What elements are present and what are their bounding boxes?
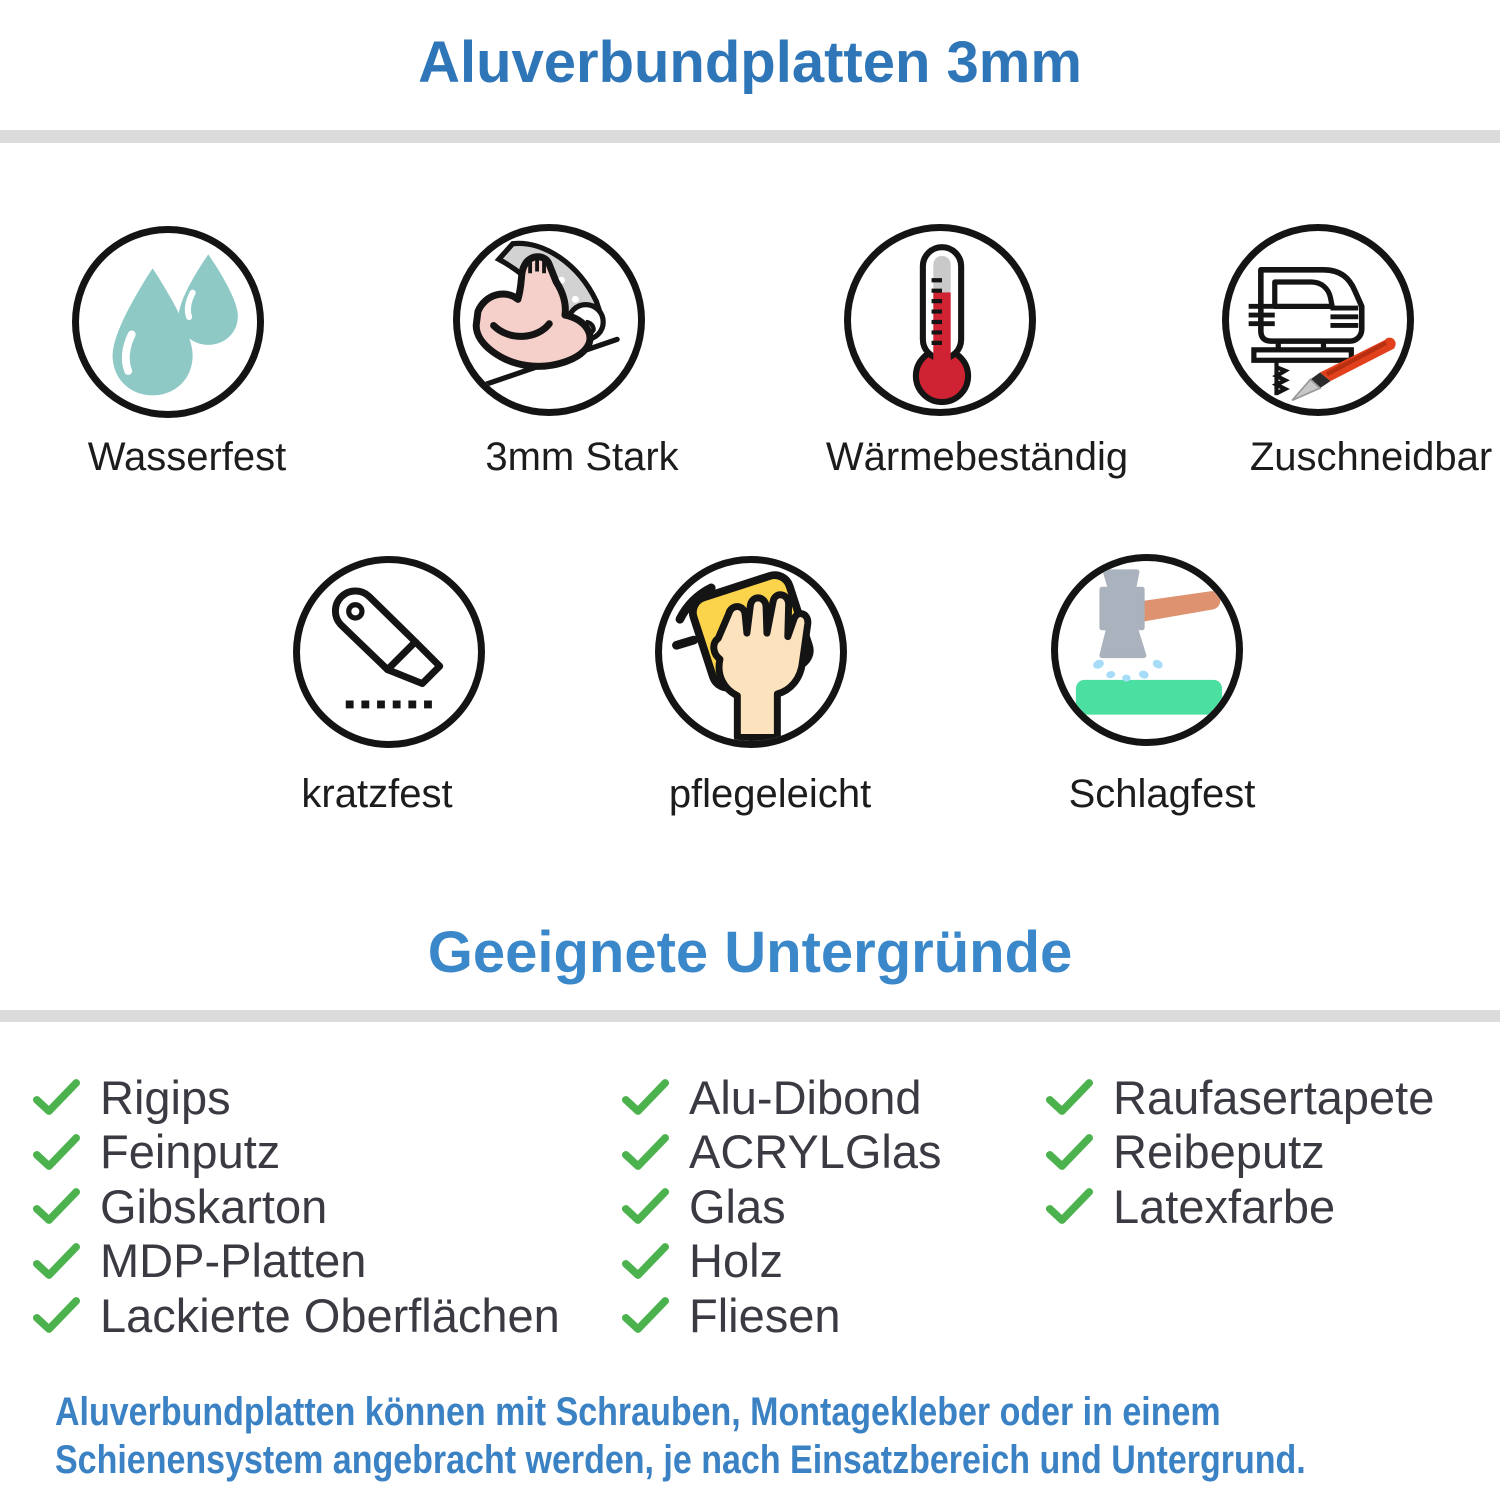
feature-label-3mm-stark: 3mm Stark bbox=[485, 435, 679, 479]
page-title: Aluverbundplatten 3mm bbox=[418, 30, 1082, 95]
substrate-item: Fliesen bbox=[622, 1288, 942, 1343]
substrate-item: Raufasertapete bbox=[1046, 1070, 1434, 1125]
hammer-icon bbox=[1051, 554, 1243, 746]
substrates-column-3: Raufasertapete Reibeputz Latexfarbe bbox=[1046, 1070, 1434, 1234]
jigsaw-icon bbox=[1222, 224, 1414, 416]
feature-label-waermebestaendig: Wärmebeständig bbox=[825, 435, 1129, 479]
substrate-label: Fliesen bbox=[689, 1288, 841, 1342]
substrate-item: MDP-Platten bbox=[33, 1234, 560, 1289]
thermometer-icon bbox=[844, 224, 1036, 416]
check-icon bbox=[622, 1133, 669, 1170]
substrate-label: Reibeputz bbox=[1113, 1125, 1325, 1179]
feature-label-schlagfest: Schlagfest bbox=[1068, 772, 1256, 816]
substrate-label: Alu-Dibond bbox=[689, 1070, 922, 1124]
substrate-label: Feinputz bbox=[100, 1125, 281, 1179]
check-icon bbox=[33, 1133, 80, 1170]
feature-label-kratzfest: kratzfest bbox=[301, 772, 453, 816]
check-icon bbox=[33, 1079, 80, 1116]
substrates-column-2: Alu-Dibond ACRYLGlas Glas Holz Fliesen bbox=[622, 1070, 942, 1343]
substrate-label: Gibskarton bbox=[100, 1179, 328, 1233]
check-icon bbox=[622, 1242, 669, 1279]
substrate-item: Reibeputz bbox=[1046, 1125, 1434, 1180]
substrate-item: Gibskarton bbox=[33, 1179, 560, 1234]
substrate-label: Glas bbox=[689, 1179, 786, 1233]
feature-label-zuschneidbar: Zuschneidbar bbox=[1249, 435, 1493, 479]
check-icon bbox=[622, 1297, 669, 1334]
footer-note: Aluverbundplatten können mit Schrauben, … bbox=[55, 1388, 1306, 1484]
check-icon bbox=[33, 1242, 80, 1279]
check-icon bbox=[622, 1079, 669, 1116]
substrate-item: Rigips bbox=[33, 1070, 560, 1125]
substrate-item: ACRYLGlas bbox=[622, 1125, 942, 1180]
substrate-label: ACRYLGlas bbox=[689, 1125, 942, 1179]
check-icon bbox=[1046, 1079, 1093, 1116]
substrate-label: Lackierte Oberflächen bbox=[100, 1288, 560, 1342]
substrate-item: Holz bbox=[622, 1234, 942, 1289]
feature-label-pflegeleicht: pflegeleicht bbox=[668, 772, 872, 816]
utility-knife-icon bbox=[293, 556, 485, 748]
substrate-item: Latexfarbe bbox=[1046, 1179, 1434, 1234]
substrate-item: Glas bbox=[622, 1179, 942, 1234]
substrate-label: Raufasertapete bbox=[1113, 1070, 1435, 1124]
substrate-label: Latexfarbe bbox=[1113, 1179, 1336, 1233]
check-icon bbox=[33, 1188, 80, 1225]
substrate-label: MDP-Platten bbox=[100, 1234, 367, 1288]
divider-bar-top bbox=[0, 130, 1500, 143]
feature-label-wasserfest: Wasserfest bbox=[87, 435, 287, 479]
substrates-title: Geeignete Untergründe bbox=[427, 920, 1073, 985]
substrate-item: Feinputz bbox=[33, 1125, 560, 1180]
substrate-item: Alu-Dibond bbox=[622, 1070, 942, 1125]
check-icon bbox=[622, 1188, 669, 1225]
footer-line-2: Schienensystem angebracht werden, je nac… bbox=[55, 1438, 1306, 1482]
substrate-label: Holz bbox=[689, 1234, 784, 1288]
substrate-item: Lackierte Oberflächen bbox=[33, 1288, 560, 1343]
substrates-column-1: Rigips Feinputz Gibskarton MDP-Platten L… bbox=[33, 1070, 560, 1343]
divider-bar-substrates bbox=[0, 1010, 1500, 1022]
muscle-arm-icon bbox=[453, 224, 645, 416]
check-icon bbox=[1046, 1188, 1093, 1225]
footer-line-1: Aluverbundplatten können mit Schrauben, … bbox=[55, 1390, 1221, 1434]
check-icon bbox=[1046, 1133, 1093, 1170]
water-drops-icon bbox=[72, 226, 264, 418]
cleaning-hand-icon bbox=[655, 556, 847, 748]
check-icon bbox=[33, 1297, 80, 1334]
substrate-label: Rigips bbox=[100, 1070, 231, 1124]
